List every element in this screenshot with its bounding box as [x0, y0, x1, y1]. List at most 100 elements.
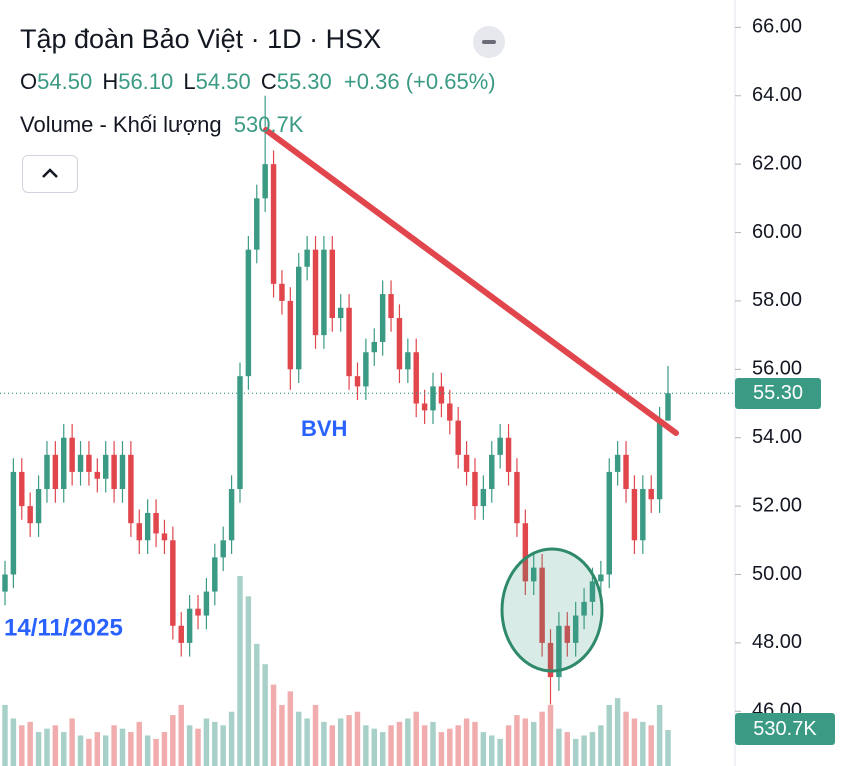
y-tick-label: 48.00: [752, 631, 802, 653]
volume-bar: [447, 728, 453, 766]
volume-bar: [421, 725, 428, 766]
chart-title: Tập đoàn Bảo Việt · 1D · HSX: [20, 24, 382, 54]
volume-bar: [86, 738, 92, 766]
candle-body: [371, 341, 377, 353]
chevron: [42, 168, 58, 178]
candle-body: [472, 471, 478, 507]
volume-name: Volume - Khối lượng: [20, 112, 222, 137]
volume-bar: [304, 718, 310, 766]
candle-body: [2, 574, 8, 592]
ohlc-legend: O54.50 H56.10 L54.50 C55.30 +0.36 (+0.65…: [20, 69, 496, 95]
volume-bar: [648, 725, 654, 766]
volume-bar: [279, 704, 285, 766]
c-label: C: [260, 69, 277, 94]
y-tick-label: 50.00: [752, 563, 802, 585]
volume-bar: [640, 721, 646, 766]
volume-bar: [287, 691, 294, 766]
candle-body: [346, 307, 352, 377]
candle-body: [170, 540, 176, 626]
volume-bar: [153, 738, 159, 766]
candle-body: [539, 567, 545, 643]
candle-body: [178, 625, 184, 643]
candle-body: [111, 454, 117, 490]
candle-body: [589, 581, 596, 602]
candle-body: [220, 540, 226, 558]
volume-bar: [52, 725, 59, 766]
volume-bar: [564, 732, 571, 766]
hide-button[interactable]: [473, 26, 505, 58]
candle-body: [228, 489, 235, 541]
candle-body: [480, 489, 487, 507]
volume-bar: [556, 728, 562, 766]
candle-body: [656, 420, 663, 500]
volume-bar: [10, 718, 17, 766]
volume-bar: [656, 704, 663, 766]
volume-bar: [346, 715, 352, 766]
o-label: O: [20, 69, 38, 94]
y-tick-label: 64.00: [752, 84, 802, 106]
volume-bar: [388, 725, 394, 766]
candle-body: [44, 454, 50, 490]
volume-bar: [598, 725, 604, 766]
volume-bar: [119, 728, 126, 766]
volume-bar: [35, 732, 42, 766]
volume-bar: [480, 732, 487, 766]
volume-bar: [312, 704, 319, 766]
volume-bar: [396, 721, 403, 766]
candle-body: [296, 266, 302, 370]
candle-body: [463, 454, 470, 472]
candle-body: [212, 557, 218, 592]
volume-bar: [665, 729, 671, 766]
change-pct: (+0.65%): [405, 69, 496, 94]
change: +0.36: [343, 69, 400, 94]
candle-body: [144, 512, 151, 541]
candle-body: [505, 437, 512, 472]
volume-bar: [102, 735, 109, 766]
candle-body: [27, 506, 33, 524]
volume-bar: [614, 698, 621, 766]
volume-bar: [497, 738, 503, 766]
candle-body: [556, 625, 562, 678]
volume-bar: [337, 718, 344, 766]
volume-bar: [128, 732, 134, 766]
candle-body: [447, 403, 453, 421]
volume-bar: [606, 704, 612, 766]
candle-body: [52, 454, 59, 490]
volume-bar: [170, 715, 176, 766]
candle-body: [69, 437, 75, 472]
y-tick-label: 54.00: [752, 426, 802, 448]
volume-tag: 530.7K: [735, 713, 835, 745]
volume-bar: [413, 711, 419, 766]
volume-bar: [530, 721, 537, 766]
candle-body: [640, 489, 646, 541]
candle-body: [329, 249, 336, 319]
volume-bar: [254, 643, 260, 766]
candle-body: [195, 608, 201, 616]
volume-bar: [136, 721, 143, 766]
candle-body: [396, 318, 403, 370]
highlight-ellipse: [500, 547, 604, 673]
volume-legend: Volume - Khối lượng 530.7K: [20, 112, 303, 138]
volume-bar: [623, 711, 629, 766]
candle-body: [379, 294, 386, 342]
volume-bar: [77, 735, 84, 766]
volume-bar: [581, 735, 587, 766]
volume-bar: [572, 738, 579, 766]
volume-bar: [455, 725, 461, 766]
candle-body: [102, 454, 109, 479]
volume-layer: [2, 576, 671, 766]
candle-body: [430, 386, 436, 411]
candle-body: [623, 454, 629, 490]
candle-body: [279, 283, 285, 301]
volume-bar: [379, 732, 386, 766]
candle-body: [455, 420, 461, 455]
candle-layer: [0, 95, 735, 705]
volume-bar: [371, 728, 377, 766]
collapse-button[interactable]: [22, 155, 78, 193]
candle-body: [262, 164, 268, 199]
volume-bar: [19, 725, 25, 766]
volume-bar: [44, 728, 50, 766]
candle-body: [35, 489, 42, 524]
candle-body: [388, 294, 394, 319]
candle-body: [287, 300, 294, 370]
